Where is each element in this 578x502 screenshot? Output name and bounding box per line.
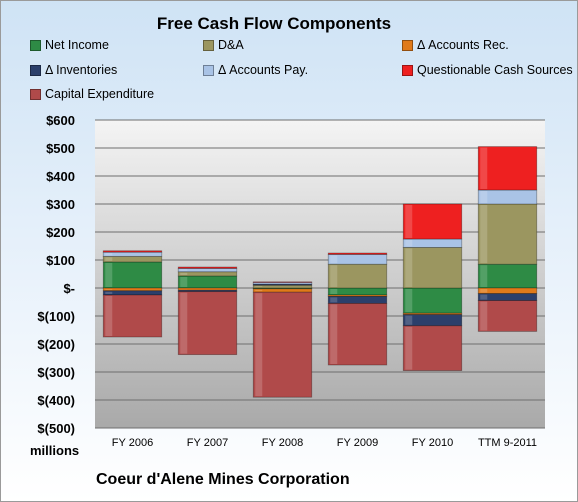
bar-segment — [402, 246, 463, 289]
legend-label: Capital Expenditure — [45, 87, 155, 101]
y-tick-label: $100 — [46, 253, 75, 268]
bar-highlight — [255, 289, 263, 292]
bar-highlight — [105, 257, 113, 261]
bar-segment — [252, 284, 313, 289]
legend-item: D&A — [203, 38, 244, 52]
y-tick-label: $(500) — [37, 421, 75, 436]
bar-highlight — [105, 289, 113, 290]
bar-segment — [477, 203, 538, 265]
bar-highlight — [105, 296, 113, 336]
bar-segment — [252, 291, 313, 398]
bar-highlight — [180, 276, 188, 287]
y-tick-label: $600 — [46, 113, 75, 128]
legend-label: Questionable Cash Sources — [417, 63, 573, 77]
bar-highlight — [330, 289, 338, 294]
legend-label: Δ Accounts Rec. — [417, 38, 509, 52]
bar-segment — [327, 302, 388, 366]
y-tick-label: $500 — [46, 141, 75, 156]
bar-highlight — [480, 265, 488, 287]
y-tick-label: $- — [63, 281, 75, 296]
legend-swatch — [30, 39, 41, 51]
y-tick-label: $(100) — [37, 309, 75, 324]
bar-highlight — [180, 269, 188, 271]
legend-swatch — [30, 88, 41, 100]
x-tick-label: FY 2006 — [112, 437, 153, 449]
bar-highlight — [255, 293, 263, 397]
bar-segment — [252, 281, 313, 283]
legend-swatch — [30, 64, 41, 76]
bar-highlight — [330, 304, 338, 364]
legend-item: Questionable Cash Sources — [402, 63, 573, 77]
legend-label: Δ Inventories — [45, 63, 118, 77]
legend-label: D&A — [218, 38, 244, 52]
chart-title: Free Cash Flow Components — [156, 14, 392, 33]
bar-highlight — [480, 289, 488, 293]
x-tick-label: FY 2009 — [337, 437, 378, 449]
bar-highlight — [405, 240, 413, 247]
legend-item: Δ Accounts Rec. — [402, 38, 509, 52]
bar-segment — [402, 325, 463, 371]
legend-item: Net Income — [30, 38, 109, 52]
legend-swatch — [402, 64, 413, 76]
x-tick-label: TTM 9-2011 — [478, 437, 537, 449]
legend-item: Capital Expenditure — [30, 87, 154, 101]
x-tick-label: FY 2010 — [412, 437, 453, 449]
bar-highlight — [330, 297, 338, 303]
bar-highlight — [480, 301, 488, 331]
y-tick-label: $(400) — [37, 393, 75, 408]
y-tick-label: $(200) — [37, 337, 75, 352]
x-tick-label: FY 2007 — [187, 437, 228, 449]
bar-segment — [402, 203, 463, 240]
bar-segment — [102, 251, 163, 257]
bar-highlight — [480, 147, 488, 189]
bar-segment — [177, 291, 238, 356]
bar-segment — [177, 266, 238, 269]
bar-segment — [177, 271, 238, 277]
legend-swatch — [203, 64, 214, 76]
company-name: Coeur d'Alene Mines Corporation — [96, 471, 350, 488]
bar-segment — [102, 250, 163, 253]
bar-segment — [327, 252, 388, 255]
bar-highlight — [405, 205, 413, 238]
bar-highlight — [330, 265, 338, 287]
legend-item: Δ Accounts Pay. — [203, 63, 308, 77]
x-tick-label: FY 2008 — [262, 437, 303, 449]
y-tick-label: $(300) — [37, 365, 75, 380]
y-tick-label: $300 — [46, 197, 75, 212]
bar-segment — [327, 263, 388, 289]
legend-swatch — [203, 39, 214, 51]
bar-highlight — [405, 315, 413, 325]
bar-highlight — [255, 286, 263, 287]
y-tick-label: $200 — [46, 225, 75, 240]
legend-item: Δ Inventories — [30, 63, 117, 77]
bar-segment — [477, 146, 538, 191]
bar-highlight — [405, 248, 413, 287]
bar-segment — [252, 288, 313, 293]
legend-swatch — [402, 39, 413, 51]
legend-label: Δ Accounts Pay. — [218, 63, 309, 77]
bar-highlight — [405, 326, 413, 370]
legend-label: Net Income — [45, 38, 109, 52]
bar-highlight — [105, 291, 113, 294]
bar-highlight — [105, 262, 113, 287]
bar-segment — [177, 289, 238, 293]
bar-highlight — [405, 289, 413, 313]
bar-highlight — [105, 253, 113, 256]
bar-highlight — [480, 191, 488, 203]
y-tick-label: $400 — [46, 169, 75, 184]
bar-highlight — [180, 272, 188, 275]
bar-segment — [102, 294, 163, 338]
bar-segment — [477, 300, 538, 332]
bar-segment — [402, 287, 463, 314]
bar-highlight — [480, 294, 488, 300]
bar-highlight — [180, 292, 188, 354]
plot-area — [95, 120, 545, 428]
units-label: millions — [30, 443, 80, 458]
bar-highlight — [330, 255, 338, 264]
bar-highlight — [480, 205, 488, 264]
